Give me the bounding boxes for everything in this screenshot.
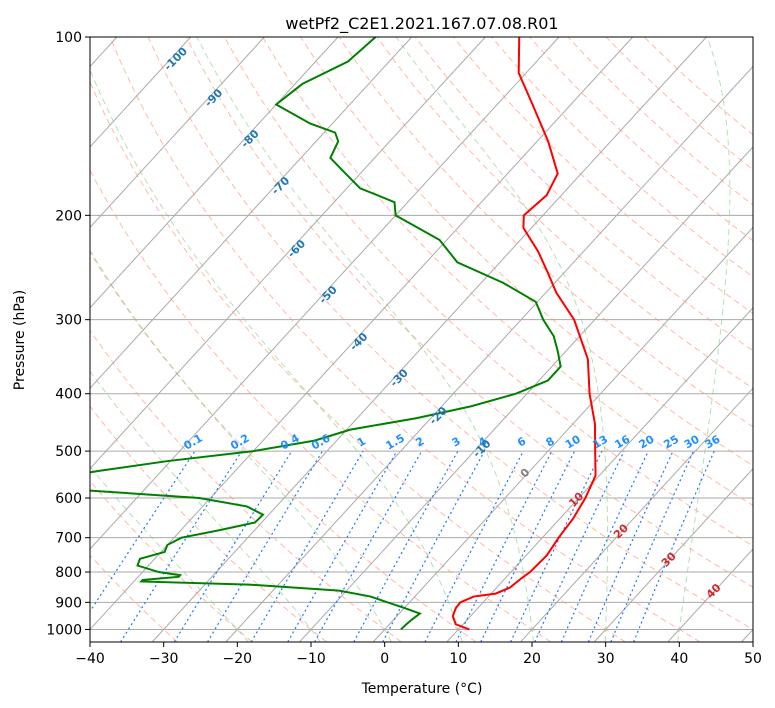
x-tick-label: 20 [523, 651, 541, 667]
mixing-ratio-line [206, 450, 324, 642]
dry-adiabat-line [414, 37, 753, 352]
mixing-ratio-line [633, 450, 715, 642]
y-tick-label: 1000 [46, 622, 82, 638]
temperature-profile-line [451, 37, 597, 631]
x-tick-label: 30 [597, 651, 615, 667]
isotherm-line [90, 37, 634, 631]
mixing-ratio-line [90, 450, 196, 613]
moist-adiabat-line [90, 68, 463, 642]
y-axis-title: Pressure (hPa) [12, 290, 28, 390]
isotherm-line [90, 37, 560, 550]
isotherm-line [593, 467, 753, 642]
x-tick-label: −40 [75, 651, 105, 667]
mixing-ratio-line [510, 450, 603, 642]
plot-area: 0.1 0.2 0.4 0.6 1 1.5 2 3 4 6 8 10 13 16 20 25 30 36-100-… [90, 37, 753, 642]
plot-frame [89, 36, 754, 643]
y-tick-label: 700 [55, 531, 82, 547]
mixing-ratio-line [587, 450, 674, 642]
dewpoint-profile-line [90, 37, 562, 631]
mixing-ratio-line [353, 450, 459, 642]
isotherm-line [520, 387, 753, 642]
mixing-ratio-line [424, 450, 524, 642]
moist-adiabat-line [196, 37, 534, 642]
y-tick-label: 100 [55, 30, 82, 46]
isotherm-line [90, 37, 339, 309]
x-tick-label: −10 [296, 651, 326, 667]
y-tick-label: 600 [55, 491, 82, 507]
mixing-ratio-line [382, 450, 486, 642]
dry-adiabat-line [262, 37, 753, 507]
mixing-ratio-line [480, 450, 576, 642]
dry-adiabat-line [185, 37, 753, 588]
x-tick-label: −30 [149, 651, 179, 667]
moist-adiabat-line [677, 37, 731, 642]
dry-adiabat-line [376, 37, 753, 390]
moist-adiabat-line [90, 370, 321, 642]
x-tick-label: 10 [449, 651, 467, 667]
mixing-ratio-line [534, 450, 625, 642]
x-tick-label: 40 [670, 651, 688, 667]
isotherm-line [225, 65, 753, 642]
y-tick-label: 300 [55, 313, 82, 329]
x-tick-label: 0 [380, 651, 389, 667]
mixing-ratio-line [173, 450, 293, 642]
mixing-ratio-line [250, 450, 364, 642]
mixing-ratio-line [287, 450, 398, 642]
x-axis-title: Temperature (°C) [361, 681, 483, 697]
dry-adiabat-line [147, 37, 753, 631]
mixing-ratio-line [455, 450, 553, 642]
dry-adiabat-line [300, 37, 753, 467]
isotherm-line [90, 37, 413, 389]
mixing-ratio-line [610, 450, 695, 642]
moist-adiabat-line [90, 249, 393, 642]
isotherm-line [446, 307, 753, 642]
isotherm-line [90, 37, 486, 470]
isotherm-line [372, 226, 753, 642]
y-tick-label: 800 [55, 565, 82, 581]
y-tick-label: 900 [55, 595, 82, 611]
dry-adiabat-line [90, 554, 178, 642]
dry-adiabat-line [90, 480, 253, 642]
x-tick-label: −20 [223, 651, 253, 667]
isotherm-line [90, 37, 192, 148]
dry-adiabat-line [90, 251, 477, 642]
mixing-ratio-line [560, 450, 649, 642]
x-tick-label: 50 [744, 651, 762, 667]
dry-adiabat-line [90, 169, 552, 642]
dry-adiabat-line [90, 80, 626, 642]
dry-adiabat-line [109, 37, 701, 642]
y-tick-label: 500 [55, 444, 82, 460]
mixing-ratio-line [314, 450, 423, 642]
y-tick-label: 400 [55, 387, 82, 403]
dry-adiabat-line [224, 37, 753, 547]
chart-title: wetPf2_C2E1.2021.167.07.08.R01 [285, 14, 558, 34]
dry-adiabat-line [338, 37, 753, 428]
isotherm-line [151, 37, 707, 642]
y-tick-label: 200 [55, 208, 82, 224]
isotherm-line [90, 37, 265, 229]
